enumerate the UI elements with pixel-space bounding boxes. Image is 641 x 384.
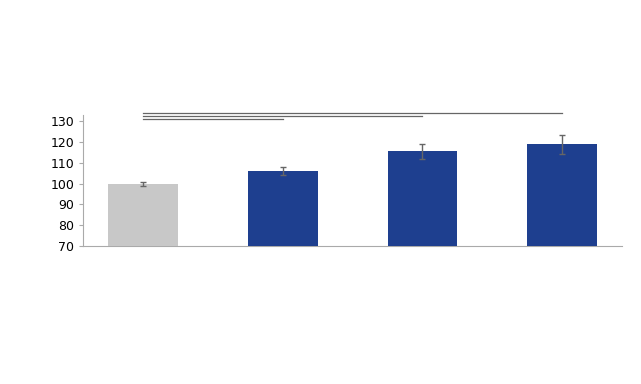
Bar [528, 144, 597, 246]
Bar [108, 184, 178, 246]
Bar [388, 151, 458, 246]
Bar [247, 171, 317, 246]
